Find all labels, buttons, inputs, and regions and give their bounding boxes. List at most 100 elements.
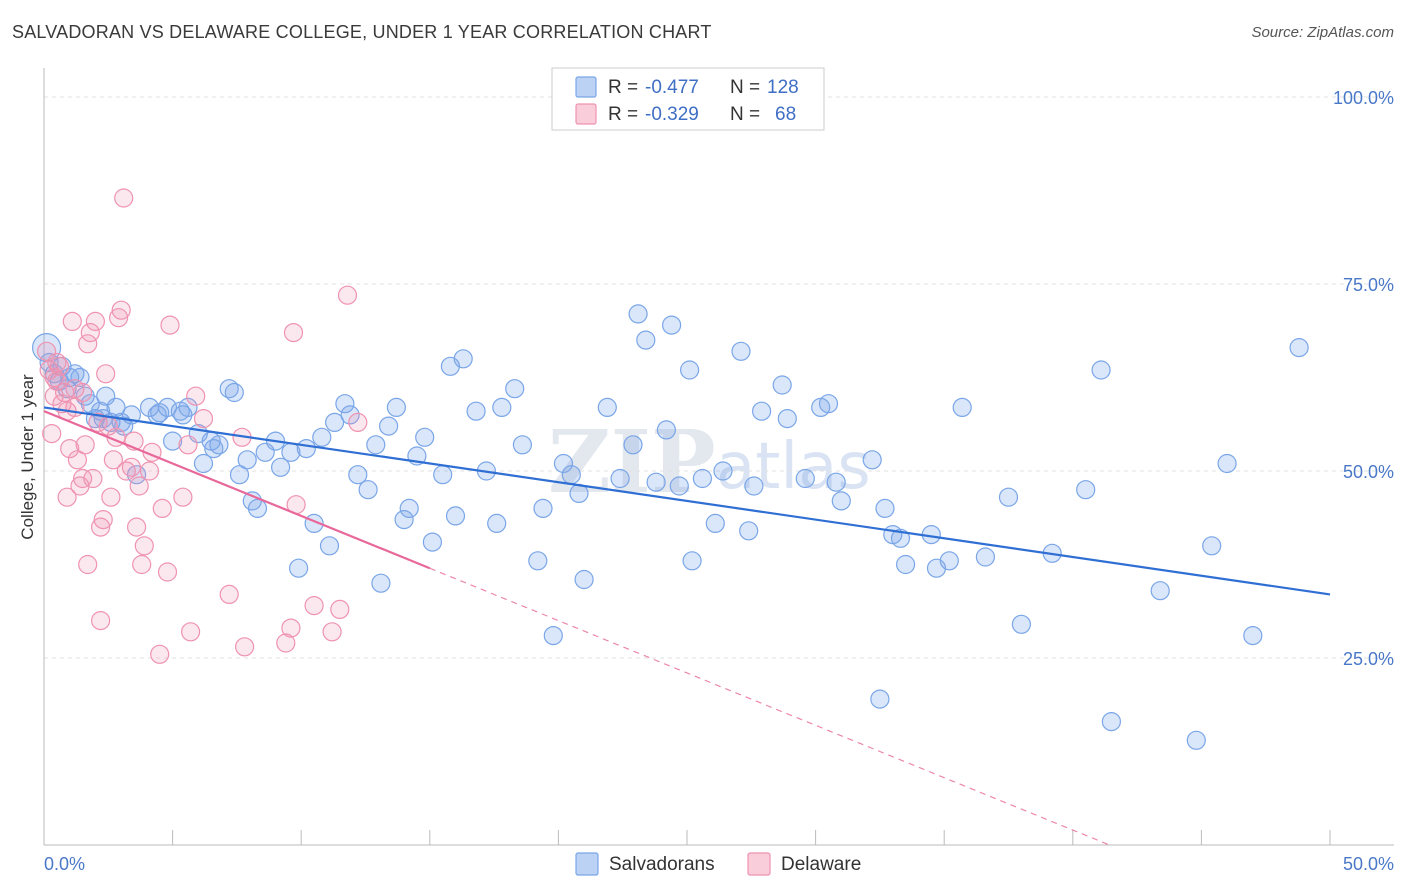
- delaware-point-27: [101, 487, 121, 507]
- chart-source: Source: ZipAtlas.com: [1251, 24, 1394, 41]
- salvadorans-point-110: [998, 487, 1019, 507]
- salvadorans-points: [31, 304, 1309, 750]
- salvadorans-trend-line: [43, 406, 1331, 596]
- delaware-point-2: [42, 424, 62, 444]
- legend-r-value-1: -0.477: [645, 77, 699, 98]
- delaware-point-60: [348, 412, 368, 432]
- delaware-point-49: [219, 584, 239, 605]
- salvadorans-point-83: [679, 360, 700, 380]
- delaware-point-43: [173, 487, 193, 507]
- delaware-point-35: [129, 476, 149, 496]
- salvadorans-point-91: [751, 401, 772, 421]
- salvadorans-point-36: [271, 457, 291, 477]
- delaware-point-24: [93, 509, 113, 530]
- salvadorans-point-48: [366, 435, 386, 455]
- delaware-point-47: [193, 409, 214, 429]
- salvadorans-point-63: [487, 513, 507, 534]
- salvadorans-point-89: [739, 521, 759, 541]
- legend-n-label-2: N =: [730, 104, 760, 125]
- salvadorans-point-113: [1076, 480, 1096, 500]
- salvadorans-point-27: [209, 435, 229, 455]
- salvadorans-point-94: [795, 468, 815, 489]
- salvadorans-point-64: [492, 397, 512, 417]
- chart-title: SALVADORAN VS DELAWARE COLLEGE, UNDER 1 …: [12, 22, 712, 42]
- delaware-point-14: [72, 468, 93, 489]
- bottom-legend: Salvadorans Delaware: [575, 852, 861, 876]
- salvadorans-point-28: [219, 379, 239, 399]
- salvadorans-point-55: [415, 427, 435, 447]
- salvadorans-point-70: [553, 453, 574, 474]
- salvadorans-point-86: [705, 513, 725, 534]
- delaware-point-29: [108, 308, 129, 328]
- delaware-point-25: [96, 364, 116, 384]
- bottom-legend-swatch-salvadorans: [575, 852, 599, 876]
- watermark-atlas: atlas: [716, 430, 871, 504]
- delaware-point-59: [337, 285, 358, 305]
- salvadorans-point-52: [394, 509, 414, 530]
- salvadorans-point-29: [224, 382, 244, 403]
- salvadorans-point-66: [512, 435, 533, 455]
- salvadorans-point-99: [862, 450, 882, 470]
- salvadorans-point-114: [1091, 360, 1111, 380]
- salvadorans-point-71: [561, 465, 581, 485]
- salvadorans-point-107: [939, 551, 959, 571]
- legend-n-label-1: N =: [730, 77, 760, 98]
- delaware-trend-extension: [429, 567, 1110, 846]
- delaware-point-9: [60, 439, 80, 459]
- axes: [43, 68, 1394, 846]
- delaware-point-17: [78, 334, 98, 354]
- delaware-point-51: [235, 637, 255, 657]
- legend-r-value-2: -0.329: [645, 104, 699, 125]
- salvadorans-point-59: [445, 506, 466, 526]
- y-tick-label-3: 25.0%: [1343, 649, 1394, 669]
- delaware-point-23: [90, 517, 111, 537]
- salvadorans-point-80: [656, 420, 677, 440]
- delaware-point-31: [114, 188, 134, 208]
- bottom-legend-swatch-delaware: [747, 852, 771, 876]
- delaware-point-21: [88, 412, 108, 432]
- salvadorans-point-96: [818, 394, 839, 414]
- delaware-point-41: [157, 562, 178, 582]
- salvadorans-point-57: [433, 465, 453, 485]
- delaware-trend-line: [43, 410, 431, 570]
- salvadorans-point-127: [150, 403, 170, 423]
- salvadorans-point-42: [319, 536, 340, 556]
- delaware-point-56: [304, 595, 324, 616]
- salvadorans-point-75: [610, 468, 630, 489]
- salvadorans-point-60: [453, 349, 473, 369]
- salvadorans-point-21: [163, 431, 183, 451]
- salvadorans-point-126: [114, 416, 134, 436]
- salvadorans-point-81: [661, 315, 682, 335]
- salvadorans-point-109: [975, 547, 996, 567]
- delaware-point-18: [80, 323, 100, 343]
- salvadorans-point-43: [325, 412, 345, 432]
- salvadorans-point-41: [312, 427, 332, 447]
- salvadorans-point-31: [237, 450, 257, 470]
- salvadorans-point-77: [628, 304, 648, 324]
- salvadorans-point-119: [1217, 453, 1237, 474]
- delaware-point-16: [78, 554, 98, 575]
- salvadorans-point-33: [247, 498, 268, 518]
- salvadorans-point-124: [173, 405, 193, 425]
- salvadorans-point-78: [636, 330, 656, 350]
- y-tick-labels: 100.0% 75.0% 50.0% 25.0%: [1333, 88, 1394, 669]
- delaware-point-57: [322, 622, 342, 642]
- salvadorans-point-116: [1150, 581, 1170, 601]
- salvadorans-point-85: [692, 468, 713, 489]
- salvadorans-point-121: [1289, 338, 1309, 358]
- salvadorans-point-115: [1101, 711, 1122, 732]
- x-tick-max: 50.0%: [1343, 854, 1394, 874]
- salvadorans-point-44: [335, 394, 355, 414]
- legend-swatch-delaware: [575, 103, 597, 125]
- salvadorans-point-103: [890, 528, 911, 548]
- trend-lines: [43, 406, 1331, 846]
- salvadorans-point-49: [371, 573, 391, 593]
- legend-n-value-1: 128: [767, 77, 799, 98]
- delaware-point-63: [47, 352, 67, 373]
- salvadorans-point-7: [70, 367, 90, 388]
- delaware-point-53: [281, 618, 301, 638]
- salvadorans-point-104: [895, 554, 916, 575]
- salvadorans-point-69: [543, 625, 563, 646]
- delaware-point-64: [103, 450, 124, 470]
